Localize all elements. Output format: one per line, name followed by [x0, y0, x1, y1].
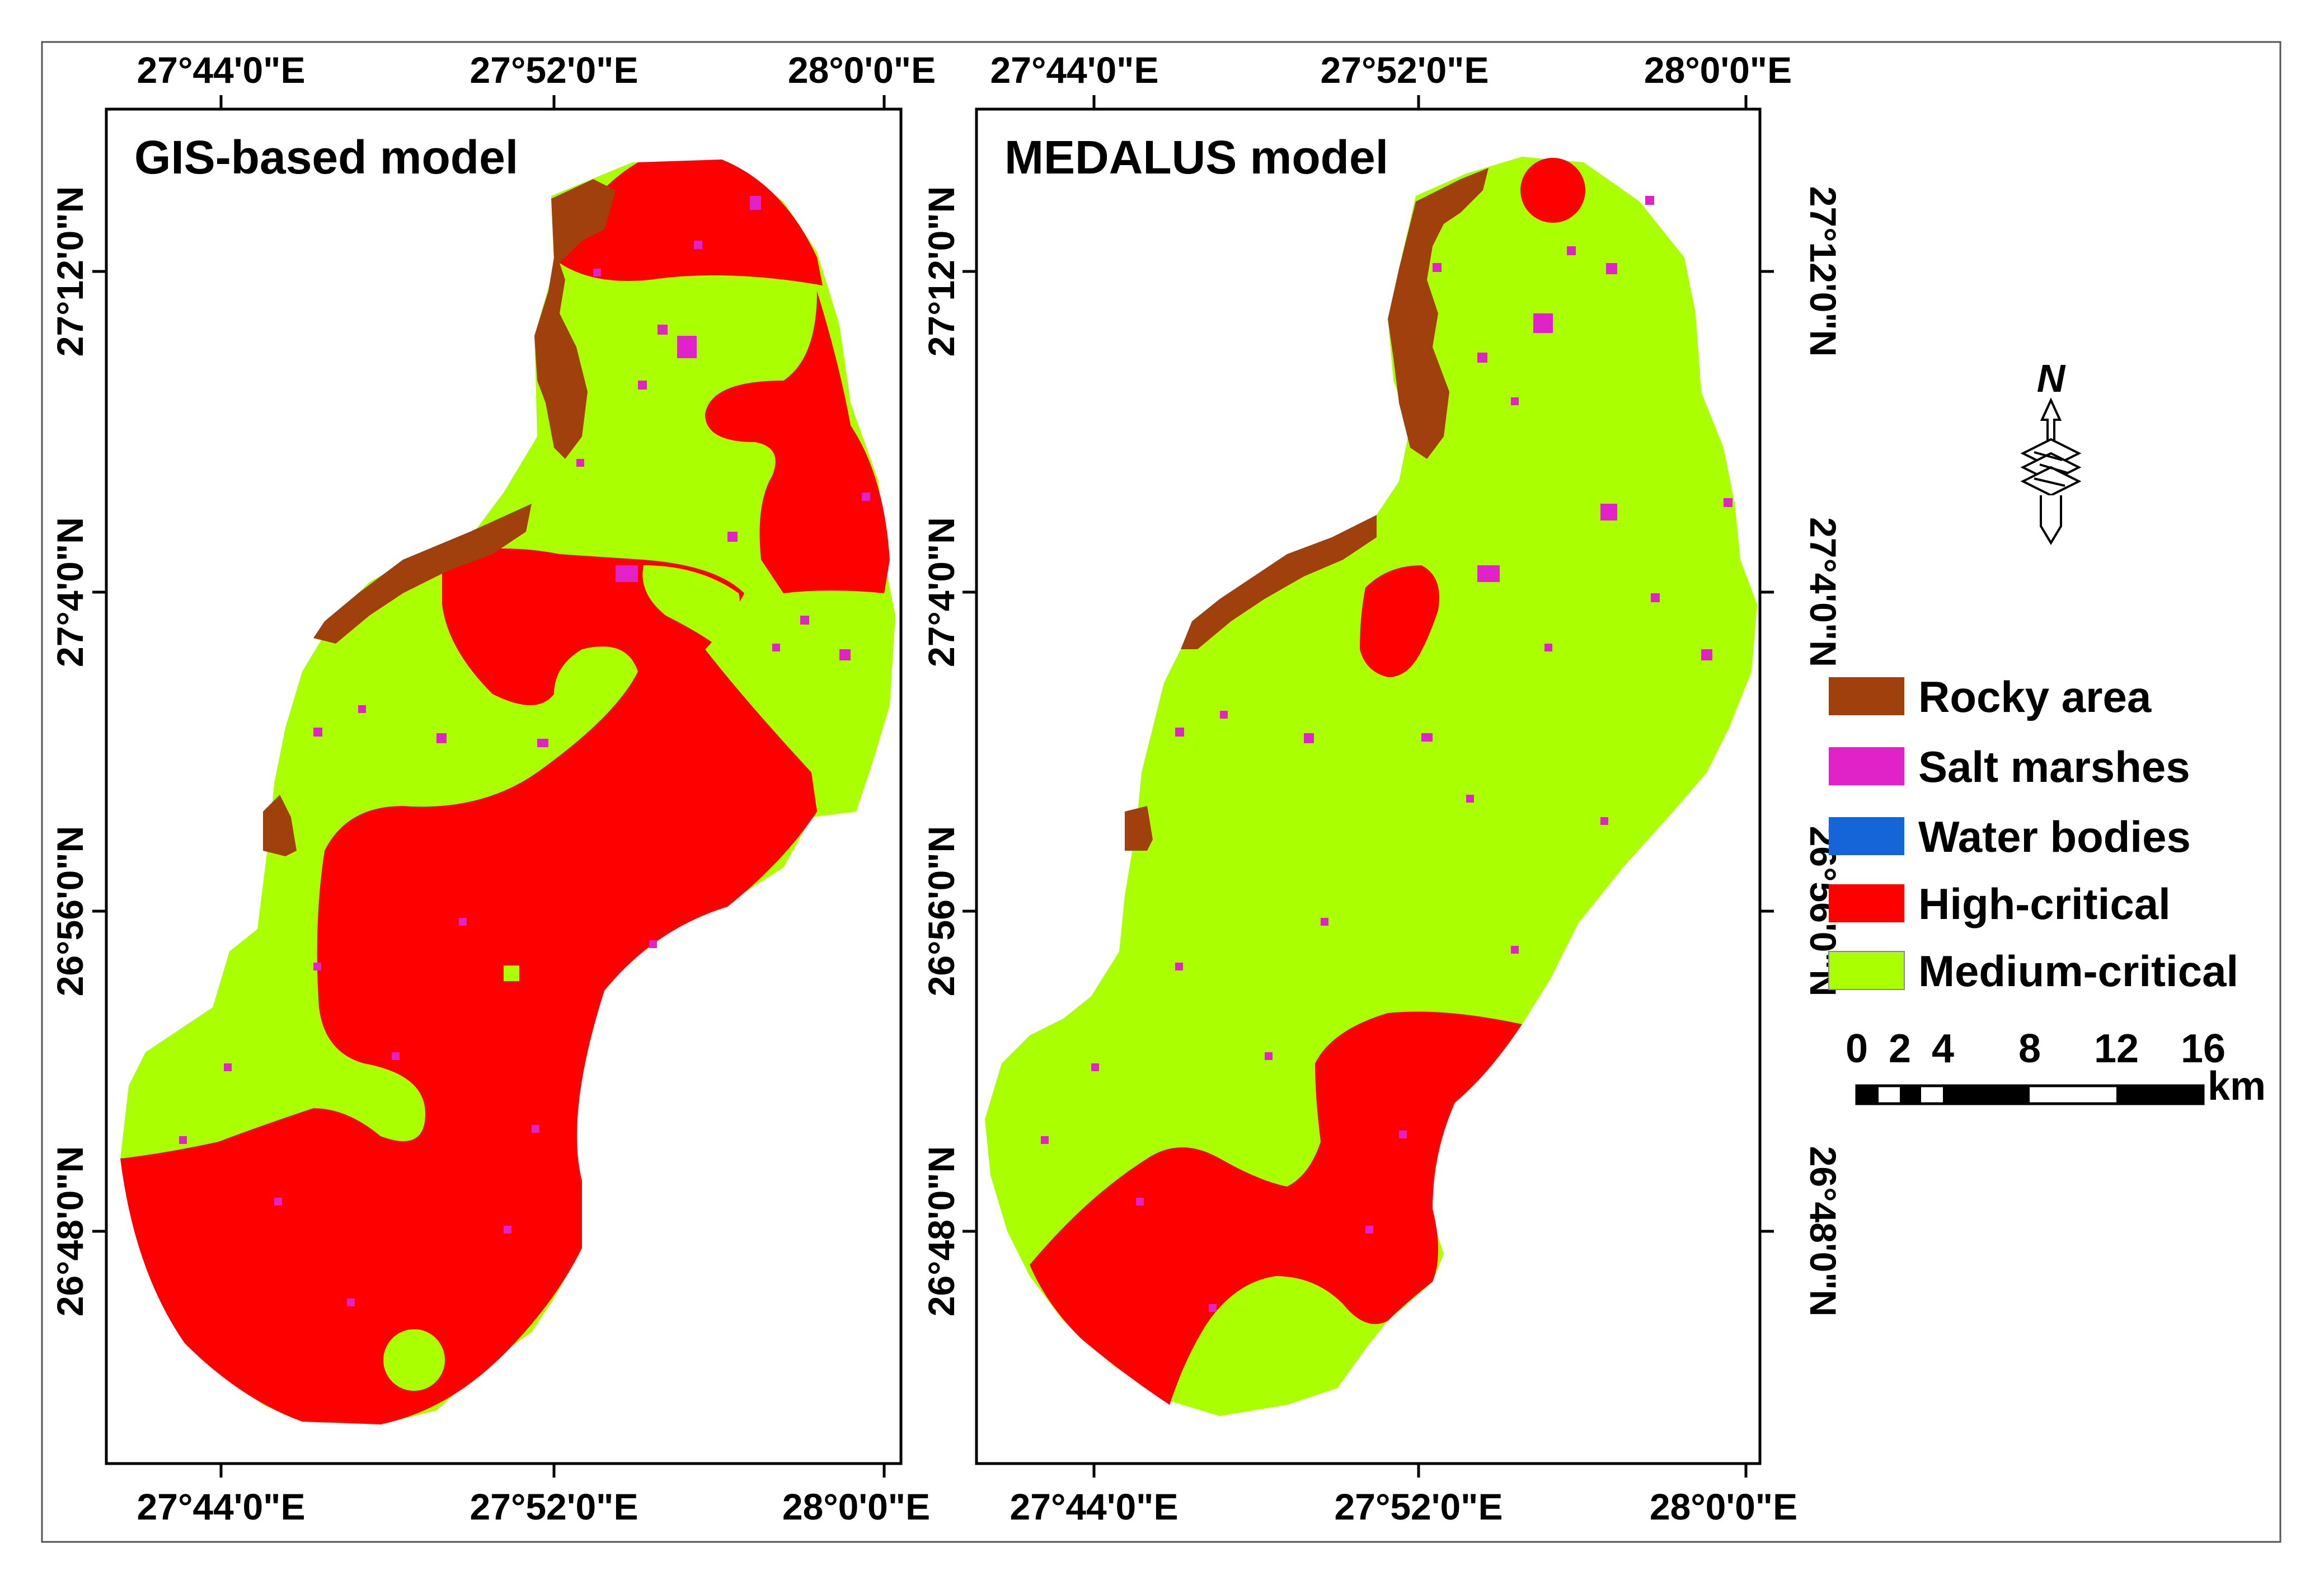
panel-gis-top-label: 27°44'0"E — [137, 49, 306, 91]
high-zone-east — [705, 291, 890, 593]
legend-label: Water bodies — [1918, 812, 2191, 861]
north-arrow-icon: N — [2020, 357, 2082, 545]
panel-gis-bottom-label: 28°0'0"E — [782, 1486, 930, 1527]
rocky-area-southwest — [1125, 806, 1153, 851]
panel-gis-title: GIS-based model — [134, 131, 518, 184]
panel-medalus-bottom-label: 28°0'0"E — [1650, 1486, 1797, 1527]
panel-medalus-left-label: 27°12'0"N — [921, 186, 962, 357]
salt-marsh-patches — [1041, 196, 1733, 1312]
panel-medalus-ticks — [963, 95, 1774, 1478]
high-zone-north — [560, 160, 823, 285]
high-zone-north — [1520, 158, 1585, 223]
legend-label: Medium-critical — [1918, 946, 2238, 996]
panel-gis-top-label: 28°0'0"E — [788, 49, 936, 91]
legend-label: Salt marshes — [1918, 742, 2190, 791]
legend-swatch-rocky — [1829, 677, 1904, 715]
panel-medalus-top-label: 27°52'0"E — [1321, 49, 1489, 91]
scale-tick-label: 2 — [1889, 1026, 1911, 1071]
legend-swatch-medium — [1828, 951, 1905, 990]
panel-gis-left-label: 26°56'0"N — [49, 826, 91, 997]
scale-tick-label: 16 — [2181, 1026, 2226, 1071]
panel-medalus-map — [985, 157, 1757, 1416]
panel-medalus-right-label: 27°12'0"N — [1802, 186, 1844, 357]
panel-gis-bottom-label: 27°52'0"E — [470, 1486, 638, 1527]
panel-gis-left-label: 27°4'0"N — [49, 517, 91, 667]
scale-tick-label: 12 — [2094, 1026, 2139, 1071]
panel-gis-bottom-label: 27°44'0"E — [137, 1486, 306, 1527]
panel-gis-top-label: 27°52'0"E — [470, 49, 638, 91]
scale-tick-label: 0 — [1846, 1026, 1868, 1071]
rocky-area-coast — [1181, 515, 1377, 649]
panel-gis-frame — [105, 107, 903, 1465]
panel-medalus-bottom-label: 27°52'0"E — [1335, 1486, 1503, 1527]
outer-border — [41, 41, 2281, 1543]
panel-medalus-left-label: 26°56'0"N — [921, 826, 962, 997]
panel-medalus-title: MEDALUS model — [1004, 131, 1388, 184]
medium-island-north-bay — [642, 565, 740, 649]
panel-medalus-right-label: 26°48'0"N — [1802, 1146, 1844, 1317]
rocky-area-southwest — [263, 795, 297, 856]
scale-bar: 0 2 4 8 12 16 km — [1846, 1026, 2266, 1109]
panel-medalus-top-label: 27°44'0"E — [990, 49, 1159, 91]
territory-medium — [985, 157, 1757, 1416]
legend-swatch-water — [1829, 817, 1904, 855]
medium-island-south — [383, 1329, 445, 1391]
legend-label: High-critical — [1918, 879, 2171, 929]
scale-tick-label: 4 — [1932, 1026, 1954, 1071]
panel-medalus-frame — [975, 107, 1762, 1465]
north-arrow-label: N — [2037, 357, 2066, 400]
panel-medalus-top-label: 28°0'0"E — [1644, 49, 1792, 91]
scale-unit: km — [2208, 1064, 2266, 1109]
panel-medalus-right-label: 27°4'0"N — [1802, 517, 1844, 667]
scale-tick-label: 8 — [2018, 1026, 2041, 1071]
high-zone-main — [120, 548, 817, 1424]
legend-swatch-salt — [1829, 747, 1904, 785]
rocky-area-coast — [313, 504, 532, 644]
panel-medalus-bottom-label: 27°44'0"E — [1010, 1486, 1179, 1527]
high-zone-middle — [1360, 565, 1439, 677]
high-zone-south — [1030, 1011, 1522, 1405]
panel-gis-left-label: 27°12'0"N — [49, 186, 91, 357]
legend-swatch-high — [1829, 884, 1904, 922]
rocky-area-north — [534, 179, 616, 459]
legend-label: Rocky area — [1918, 672, 2152, 721]
salt-marsh-patches — [179, 196, 870, 1306]
medium-dot — [504, 965, 519, 981]
panel-medalus-left-label: 26°48'0"N — [921, 1146, 962, 1317]
panel-medalus-left-label: 27°4'0"N — [921, 517, 962, 667]
panel-gis-map — [120, 160, 895, 1424]
rocky-area-north — [1388, 168, 1489, 459]
panel-gis-left-label: 26°48'0"N — [49, 1146, 91, 1317]
panel-gis-ticks — [92, 95, 886, 1478]
legend: Rocky area Salt marshes Water bodies Hig… — [1828, 672, 2238, 996]
